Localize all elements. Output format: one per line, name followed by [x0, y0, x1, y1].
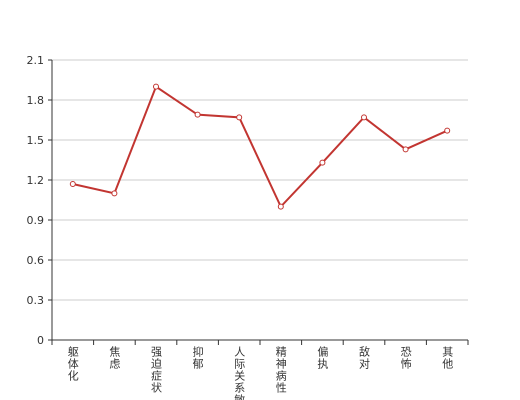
y-tick-label: 1.2 — [27, 174, 45, 187]
x-tick-label: 抑郁 — [191, 345, 204, 370]
point — [444, 127, 451, 134]
point — [194, 111, 201, 118]
x-tick-label: 人际关系敏感 — [233, 346, 246, 400]
y-tick-label: 0 — [37, 334, 44, 347]
point — [277, 203, 284, 210]
y-tick-label: 0.9 — [27, 214, 45, 227]
point — [402, 146, 409, 153]
x-tick-label: 强迫症状 — [150, 346, 163, 394]
x-tick-label: 恐怖 — [399, 346, 412, 370]
y-tick-label: 1.5 — [27, 134, 45, 147]
point — [111, 190, 118, 197]
x-tick-label: 偏执 — [316, 345, 329, 370]
x-tick-label: 敌对 — [358, 345, 371, 370]
x-tick-label: 其他 — [441, 346, 454, 370]
point — [69, 181, 76, 187]
y-tick-label: 2.1 — [27, 54, 45, 67]
point — [361, 114, 367, 121]
x-tick-label: 躯体化 — [66, 346, 79, 382]
x-tick-label: 焦虑 — [108, 346, 121, 370]
point — [319, 159, 326, 166]
y-tick-label: 1.8 — [27, 94, 45, 107]
line — [72, 85, 448, 209]
y-tick-label: 0.6 — [27, 254, 45, 267]
y-tick-label: 0.3 — [27, 294, 45, 307]
x-tick-label: 精神病性 — [274, 346, 287, 394]
point — [236, 114, 243, 121]
point — [153, 83, 159, 90]
